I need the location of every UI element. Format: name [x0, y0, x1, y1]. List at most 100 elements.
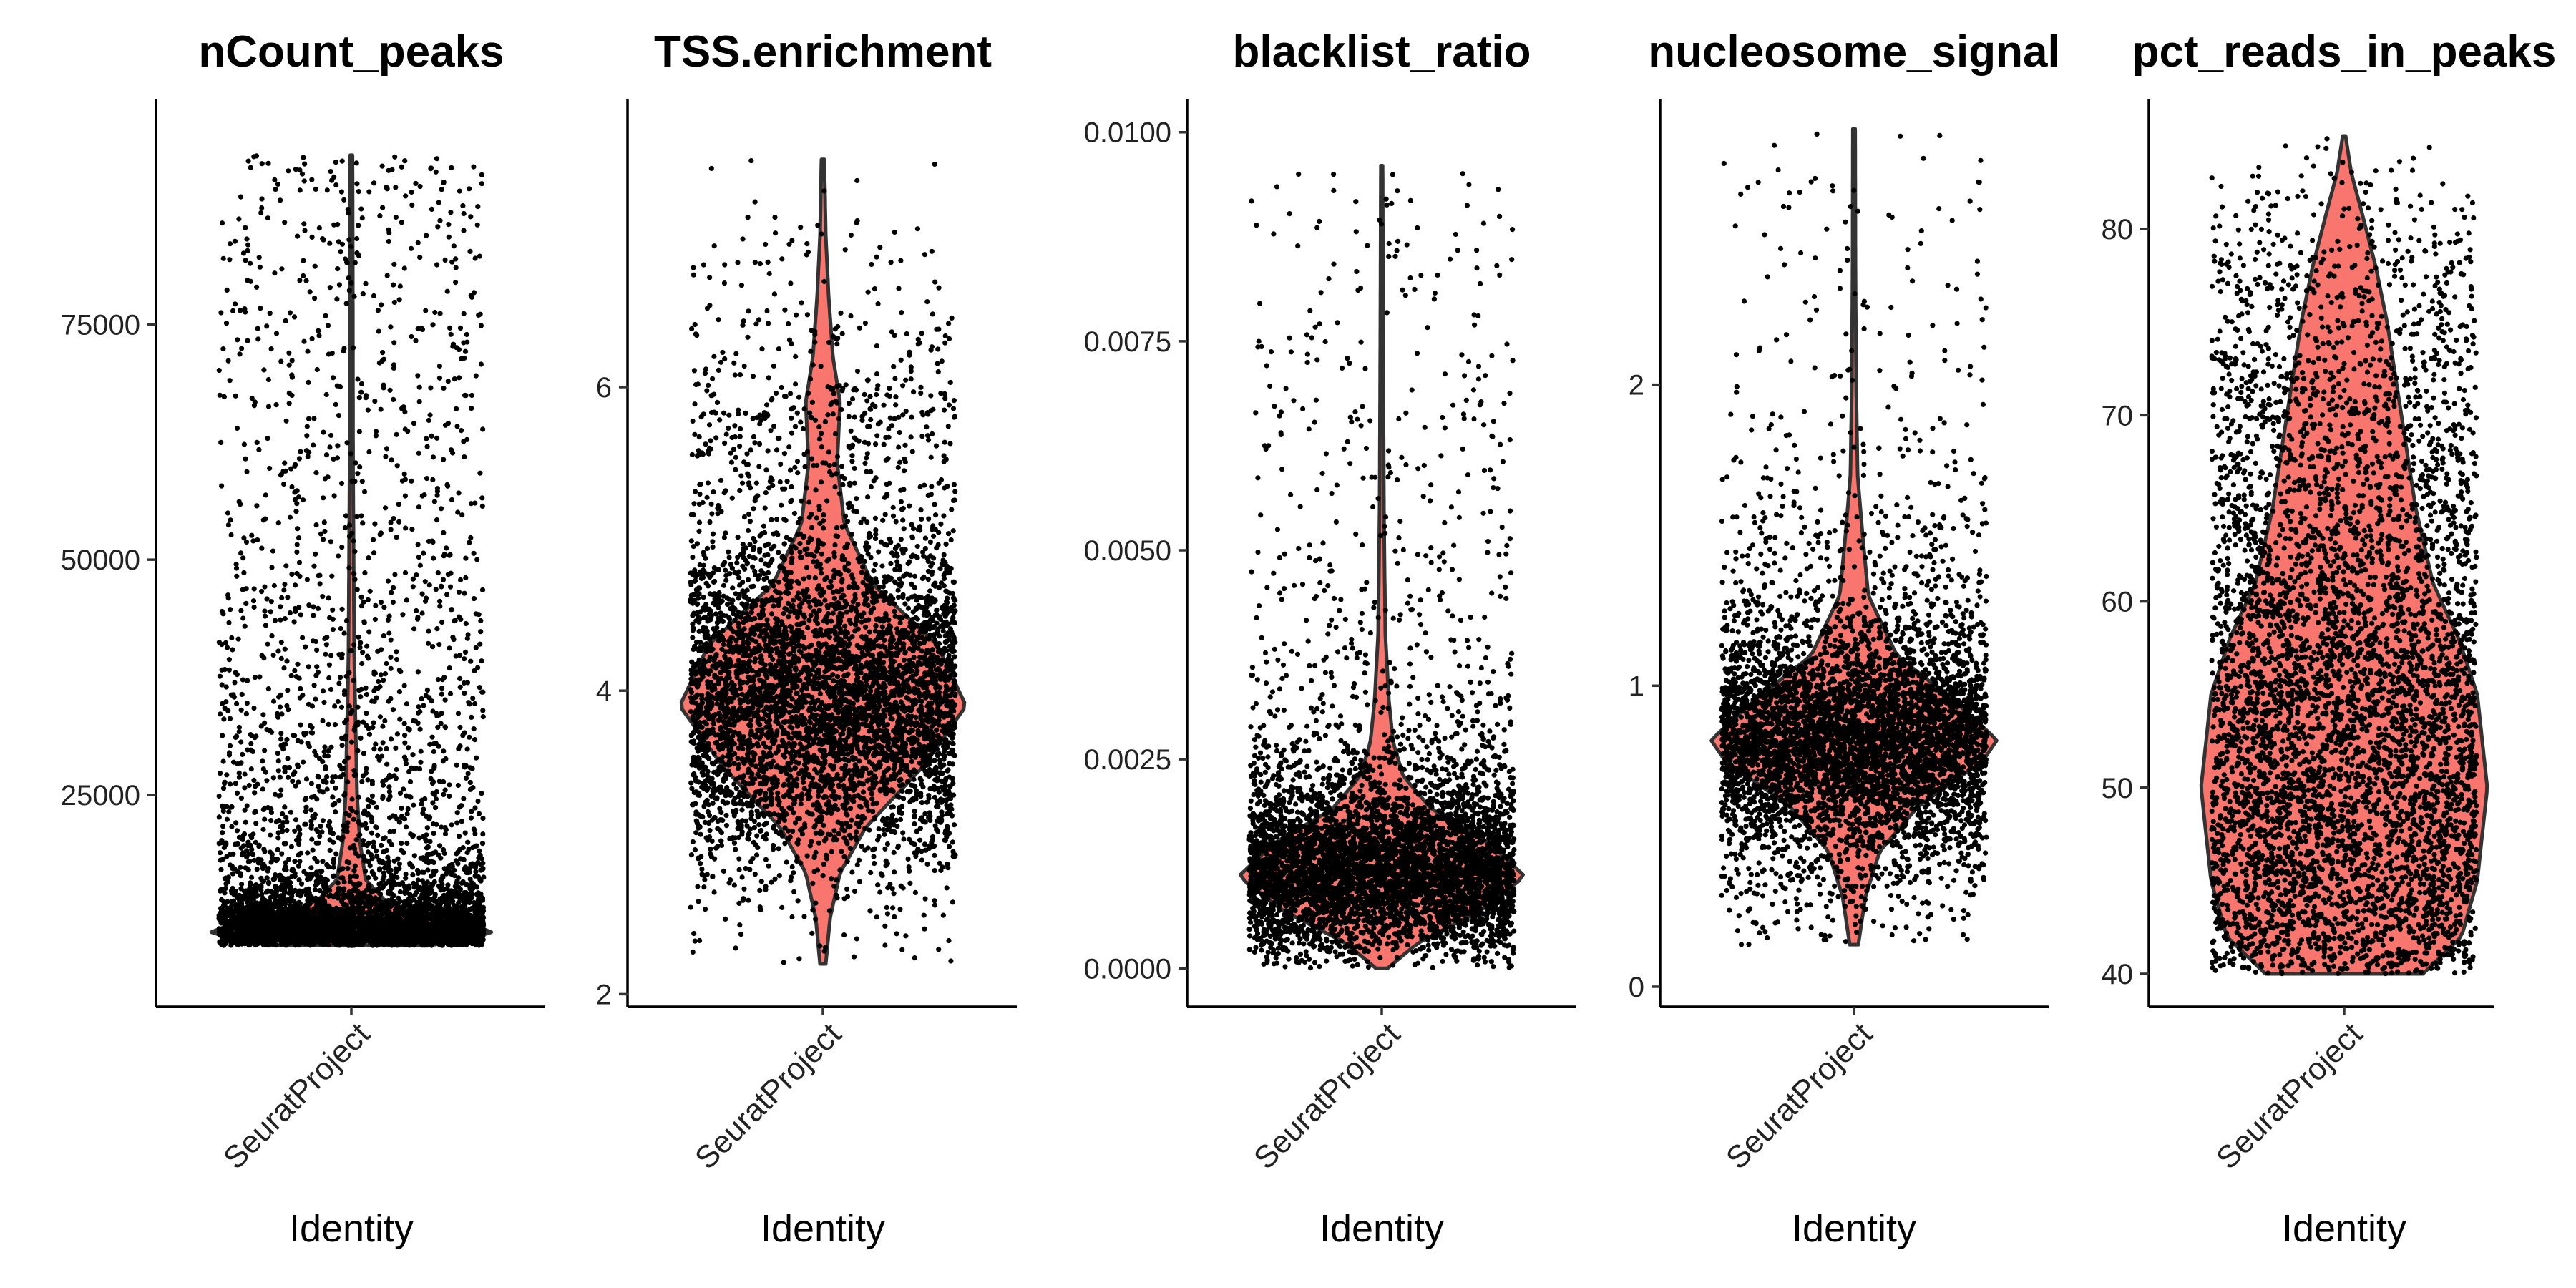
data-point: [339, 158, 345, 164]
data-point: [428, 385, 434, 391]
data-point: [286, 857, 292, 862]
data-point: [220, 824, 226, 829]
data-point: [345, 820, 351, 826]
data-point: [370, 724, 376, 731]
data-point: [388, 324, 394, 330]
data-point: [401, 721, 407, 726]
data-point: [271, 582, 277, 589]
data-point: [321, 495, 326, 501]
data-point: [232, 680, 238, 686]
data-point: [362, 570, 368, 576]
data-point: [439, 824, 444, 830]
data-point: [373, 824, 379, 830]
data-point: [429, 858, 434, 864]
data-point: [343, 618, 350, 624]
data-point: [468, 214, 474, 220]
data-point: [390, 900, 396, 907]
data-point: [331, 873, 337, 879]
data-point: [472, 668, 477, 674]
data-point: [239, 882, 245, 887]
data-point: [439, 506, 444, 512]
data-point: [307, 289, 313, 295]
data-point: [442, 257, 448, 263]
data-point: [326, 893, 332, 899]
data-point: [263, 623, 268, 628]
data-point: [444, 288, 450, 294]
data-point: [243, 894, 249, 899]
data-point: [291, 619, 297, 625]
data-point: [360, 520, 366, 526]
data-point: [457, 188, 462, 194]
data-point: [292, 668, 298, 673]
data-point: [233, 820, 239, 826]
data-point: [386, 238, 391, 245]
data-point: [381, 860, 387, 866]
data-point: [354, 181, 360, 187]
data-point: [464, 331, 469, 338]
data-point: [242, 831, 248, 837]
data-point: [410, 576, 416, 582]
data-point: [329, 919, 335, 924]
data-point: [401, 850, 406, 856]
data-point: [265, 376, 271, 383]
data-point: [275, 181, 280, 187]
data-point: [317, 911, 323, 917]
data-point: [254, 893, 260, 899]
data-point: [275, 909, 280, 915]
data-point: [268, 818, 274, 824]
data-point: [283, 942, 289, 948]
data-point: [222, 781, 228, 786]
data-point: [320, 859, 326, 864]
data-point: [304, 577, 310, 582]
data-point: [363, 770, 369, 776]
data-point: [423, 308, 429, 313]
data-point: [356, 429, 362, 434]
data-point: [441, 553, 447, 559]
data-point: [393, 185, 399, 190]
data-point: [239, 346, 245, 351]
data-point: [403, 872, 409, 877]
data-point: [260, 517, 266, 523]
data-point: [379, 908, 386, 914]
data-point: [464, 339, 470, 345]
data-point: [390, 599, 396, 605]
data-point: [374, 910, 379, 916]
data-point: [244, 848, 250, 854]
data-point: [449, 497, 455, 503]
data-point: [439, 619, 445, 625]
data-point: [356, 634, 361, 640]
data-point: [355, 376, 361, 382]
data-point: [226, 620, 232, 625]
data-point: [404, 887, 410, 893]
data-point: [229, 635, 235, 641]
data-point: [359, 660, 365, 667]
data-point: [339, 606, 345, 612]
data-point: [239, 691, 245, 698]
data-point: [309, 836, 315, 842]
data-point: [301, 155, 306, 160]
data-point: [329, 779, 336, 784]
data-point: [475, 204, 481, 210]
data-point: [445, 864, 451, 871]
data-point: [218, 850, 223, 856]
data-point: [418, 759, 424, 765]
data-point: [477, 470, 483, 476]
data-point: [442, 697, 448, 703]
data-point: [283, 468, 288, 474]
data-point: [236, 724, 242, 731]
data-point: [269, 565, 275, 570]
data-point: [295, 661, 301, 667]
data-point: [404, 793, 409, 799]
data-point: [373, 685, 379, 691]
data-point: [253, 839, 258, 845]
data-point: [416, 384, 422, 390]
data-point: [301, 759, 306, 765]
data-point: [371, 888, 377, 894]
data-point: [313, 470, 319, 476]
data-point: [453, 265, 459, 270]
data-point: [366, 804, 371, 809]
data-point: [336, 835, 341, 841]
data-point: [227, 909, 233, 915]
data-point: [431, 791, 437, 798]
data-point: [223, 885, 228, 891]
